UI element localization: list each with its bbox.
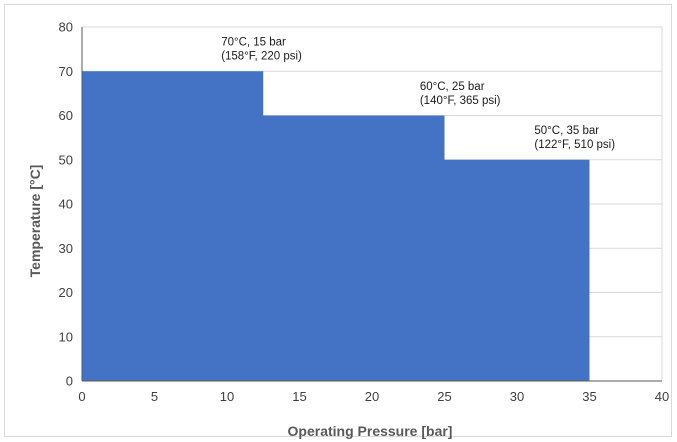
x-tick-label: 30 xyxy=(510,389,524,404)
y-tick-label: 30 xyxy=(59,241,73,256)
y-axis-title: Temperature [°C] xyxy=(27,165,43,278)
area-layer xyxy=(82,71,590,381)
y-tick-label: 70 xyxy=(59,64,73,79)
y-tick-label: 20 xyxy=(59,285,73,300)
annotation-line1: 60°C, 25 bar xyxy=(420,81,485,93)
annotation-line2: (158°F, 220 psi) xyxy=(221,51,302,63)
data-annotation: 50°C, 35 bar (122°F, 510 psi) xyxy=(534,125,615,151)
x-tick-label: 25 xyxy=(437,389,451,404)
x-axis-title: Operating Pressure [bar] xyxy=(288,423,453,439)
x-tick-label: 40 xyxy=(655,389,669,404)
x-tick-label: 5 xyxy=(151,389,158,404)
x-tick-label: 20 xyxy=(365,389,379,404)
data-annotation: 70°C, 15 bar (158°F, 220 psi) xyxy=(221,37,302,63)
x-tick-label: 10 xyxy=(220,389,234,404)
y-tick-label: 40 xyxy=(59,197,73,212)
x-tick-label: 0 xyxy=(78,389,85,404)
annotation-line1: 50°C, 35 bar xyxy=(534,125,599,137)
y-tick-label: 50 xyxy=(59,152,73,167)
annotation-line2: (140°F, 365 psi) xyxy=(420,95,501,107)
annotation-layer: 70°C, 15 bar (158°F, 220 psi) 60°C, 25 bar… xyxy=(221,37,615,152)
annotation-line2: (122°F, 510 psi) xyxy=(534,139,615,151)
x-tick-label: 15 xyxy=(292,389,306,404)
y-tick-label: 10 xyxy=(59,329,73,344)
annotation-line1: 70°C, 15 bar xyxy=(221,37,286,49)
y-tick-label: 0 xyxy=(66,374,73,389)
x-tick-label: 35 xyxy=(582,389,596,404)
y-tick-label: 60 xyxy=(59,108,73,123)
axis-layer: 0 10 20 30 40 50 60 70 80 0 5 10 15 20 25 30 35 40 xyxy=(59,20,670,405)
operating-envelope-area xyxy=(82,71,590,381)
y-tick-label: 80 xyxy=(59,20,73,35)
data-annotation: 60°C, 25 bar (140°F, 365 psi) xyxy=(420,81,501,107)
